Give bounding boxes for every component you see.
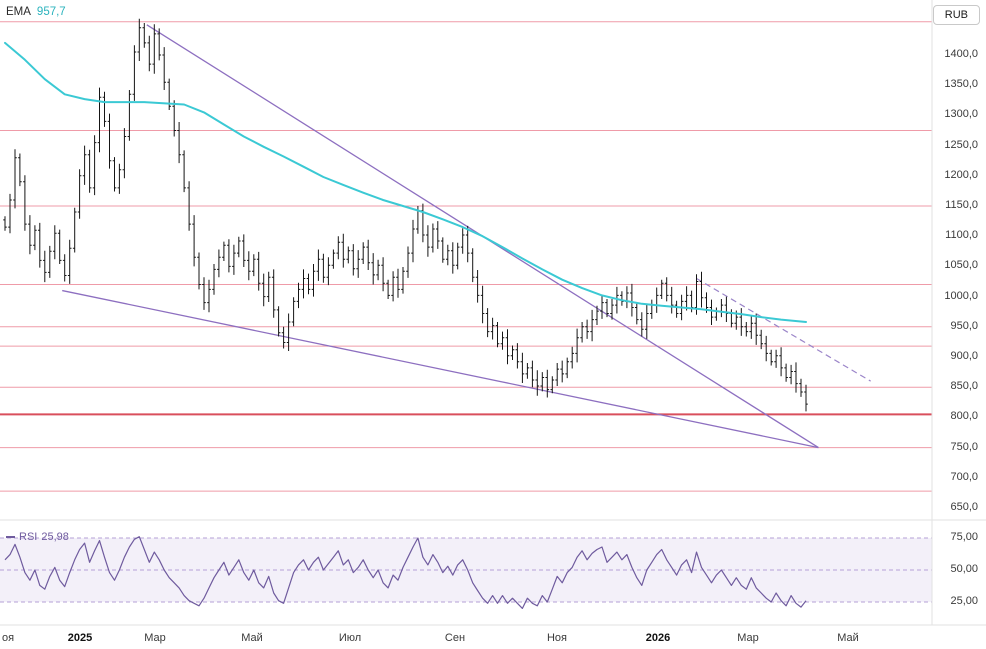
rsi-axis-label: 50,00 bbox=[950, 563, 978, 575]
ema-label: EMA bbox=[6, 6, 31, 18]
currency-button[interactable]: RUB bbox=[932, 5, 980, 25]
rsi-line[interactable] bbox=[4, 536, 807, 610]
price-axis-label: 950,0 bbox=[950, 319, 978, 332]
price-axis-label: 700,0 bbox=[950, 470, 978, 483]
time-axis-label: Сен bbox=[444, 632, 466, 644]
ema-value: 957,7 bbox=[36, 6, 66, 18]
rsi-label: RSI bbox=[19, 531, 38, 543]
time-axis-label: Май bbox=[241, 632, 263, 644]
time-axis[interactable]: оя 2025 Мар Май Июл Сен Ноя 2026 Мар Май bbox=[0, 625, 986, 649]
price-axis-label: 1150,0 bbox=[945, 199, 978, 211]
time-axis-label: 2026 bbox=[645, 632, 671, 644]
price-axis[interactable]: 1400,0 1350,0 1300,0 1250,0 1200,0 1150,0 1100… bbox=[932, 0, 986, 625]
time-axis-label: Ноя bbox=[546, 632, 568, 644]
price-axis-label: 1250,0 bbox=[944, 138, 978, 151]
ema-legend: EMA 957,7 bbox=[6, 6, 66, 18]
rsi-value: 25,98 bbox=[41, 531, 69, 543]
price-axis-label: 1400,0 bbox=[944, 48, 978, 60]
price-axis-label: 1200,0 bbox=[944, 168, 978, 181]
price-axis-label: 1050,0 bbox=[944, 259, 978, 272]
rsi-line-icon bbox=[6, 536, 15, 539]
price-axis-label: 1000,0 bbox=[944, 289, 978, 302]
rsi-axis-label: 75,00 bbox=[950, 531, 978, 543]
price-axis-label: 800,0 bbox=[950, 410, 978, 423]
time-axis-label: Май bbox=[837, 632, 859, 644]
price-axis-label: 850,0 bbox=[950, 380, 978, 393]
price-axis-label: 1300,0 bbox=[944, 108, 978, 121]
trendline[interactable] bbox=[62, 289, 819, 449]
time-axis-label: Мар bbox=[737, 632, 759, 644]
price-axis-label: 750,0 bbox=[950, 440, 978, 453]
price-axis-label: 900,0 bbox=[950, 350, 978, 362]
trendline[interactable] bbox=[696, 277, 871, 382]
price-axis-label: 650,0 bbox=[950, 501, 978, 513]
time-axis-label: 2025 bbox=[67, 632, 93, 644]
price-axis-label: 1100,0 bbox=[945, 229, 978, 242]
price-bars bbox=[3, 18, 808, 412]
time-axis-label: оя bbox=[2, 632, 15, 644]
time-axis-label: Июл bbox=[338, 632, 362, 644]
ema-line[interactable] bbox=[4, 41, 807, 323]
rsi-axis-label: 25,00 bbox=[950, 595, 978, 607]
time-axis-label: Мар bbox=[144, 632, 166, 644]
rsi-legend: RSI 25,98 bbox=[6, 531, 69, 543]
price-axis-label: 1350,0 bbox=[944, 78, 978, 91]
